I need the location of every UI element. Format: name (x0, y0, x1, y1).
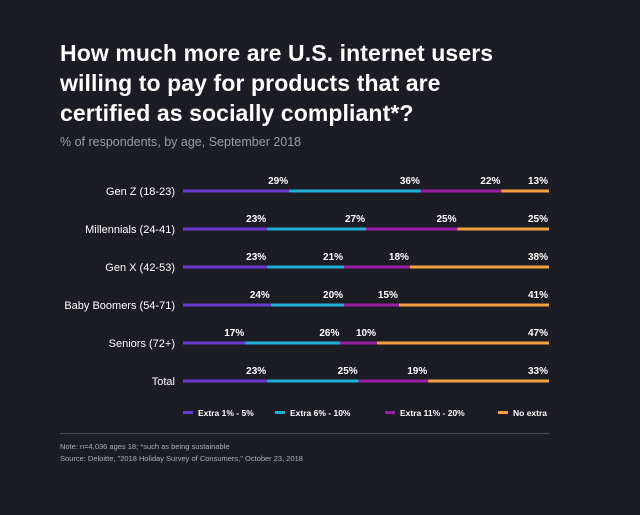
bar-segment (267, 227, 366, 231)
bar-segment (183, 303, 271, 307)
value-label: 25% (528, 214, 548, 225)
row-label: Total (152, 376, 175, 388)
value-label: 18% (389, 252, 409, 263)
value-label: 21% (323, 252, 343, 263)
bar-segment (183, 189, 290, 193)
footnote-block: Note: n=4,036 ages 18; *such as being su… (60, 441, 303, 465)
bar-segment (183, 379, 268, 383)
value-label: 29% (268, 176, 288, 187)
value-label: 10% (356, 328, 376, 339)
value-label: 36% (400, 176, 420, 187)
bar-segment (457, 227, 549, 231)
legend-label: No extra (513, 408, 547, 418)
row-label: Gen X (42-53) (105, 262, 175, 274)
footnote-note: Note: n=4,036 ages 18; *such as being su… (60, 442, 230, 451)
legend-label: Extra 1% - 5% (198, 408, 254, 418)
value-label: 19% (407, 366, 427, 377)
chart-title-line-2: willing to pay for products that are (60, 70, 441, 96)
value-label: 25% (338, 366, 358, 377)
bar-segment (289, 189, 421, 193)
chart-title-line-1: How much more are U.S. internet users (60, 40, 494, 66)
footer-divider (60, 433, 550, 434)
value-label: 38% (528, 252, 548, 263)
value-label: 22% (480, 176, 500, 187)
chart-subtitle: % of respondents, by age, September 2018 (60, 135, 302, 149)
value-label: 13% (528, 176, 548, 187)
row-label: Seniors (72+) (109, 338, 175, 350)
row-label: Millennials (24-41) (85, 224, 175, 236)
bar-segment (183, 265, 268, 269)
bar-segment (366, 227, 458, 231)
bar-segment (267, 265, 345, 269)
bar-segment (376, 341, 549, 345)
bar-segment (501, 189, 549, 193)
bar-segment (420, 189, 502, 193)
chart-title-line-3: certified as socially compliant*? (60, 100, 414, 126)
chart-title: How much more are U.S. internet users wi… (60, 38, 580, 128)
bar-segment (428, 379, 549, 383)
value-label: 23% (246, 252, 266, 263)
value-label: 47% (528, 328, 548, 339)
footnote-source: Source: Deloitte, "2018 Holiday Survey o… (60, 454, 303, 463)
value-label: 26% (319, 328, 339, 339)
legend-swatch (498, 411, 508, 414)
value-label: 41% (528, 290, 548, 301)
bar-segment (183, 341, 246, 345)
bar-segment (245, 341, 341, 345)
row-label: Gen Z (18-23) (106, 186, 175, 198)
bar-segment (344, 303, 399, 307)
bar-segment (340, 341, 377, 345)
bar-segment (398, 303, 549, 307)
value-label: 23% (246, 366, 266, 377)
value-label: 15% (378, 290, 398, 301)
bar-segment (267, 379, 359, 383)
legend-swatch (385, 411, 395, 414)
value-label: 27% (345, 214, 365, 225)
legend-label: Extra 6% - 10% (290, 408, 351, 418)
value-label: 17% (224, 328, 244, 339)
legend-swatch (183, 411, 193, 414)
bar-segment (344, 265, 410, 269)
value-label: 24% (250, 290, 270, 301)
value-label: 33% (528, 366, 548, 377)
legend-swatch (275, 411, 285, 414)
value-label: 23% (246, 214, 266, 225)
row-label: Baby Boomers (54-71) (64, 300, 175, 312)
value-label: 25% (436, 214, 456, 225)
bar-segment (183, 227, 268, 231)
bar-segment (409, 265, 549, 269)
legend-label: Extra 11% - 20% (400, 408, 465, 418)
bar-segment (270, 303, 345, 307)
stacked-bar-chart: Gen Z (18-23) 29% 36% 22% 13% Millennials (24… (64, 176, 549, 418)
value-label: 20% (323, 290, 343, 301)
bar-segment (358, 379, 429, 383)
